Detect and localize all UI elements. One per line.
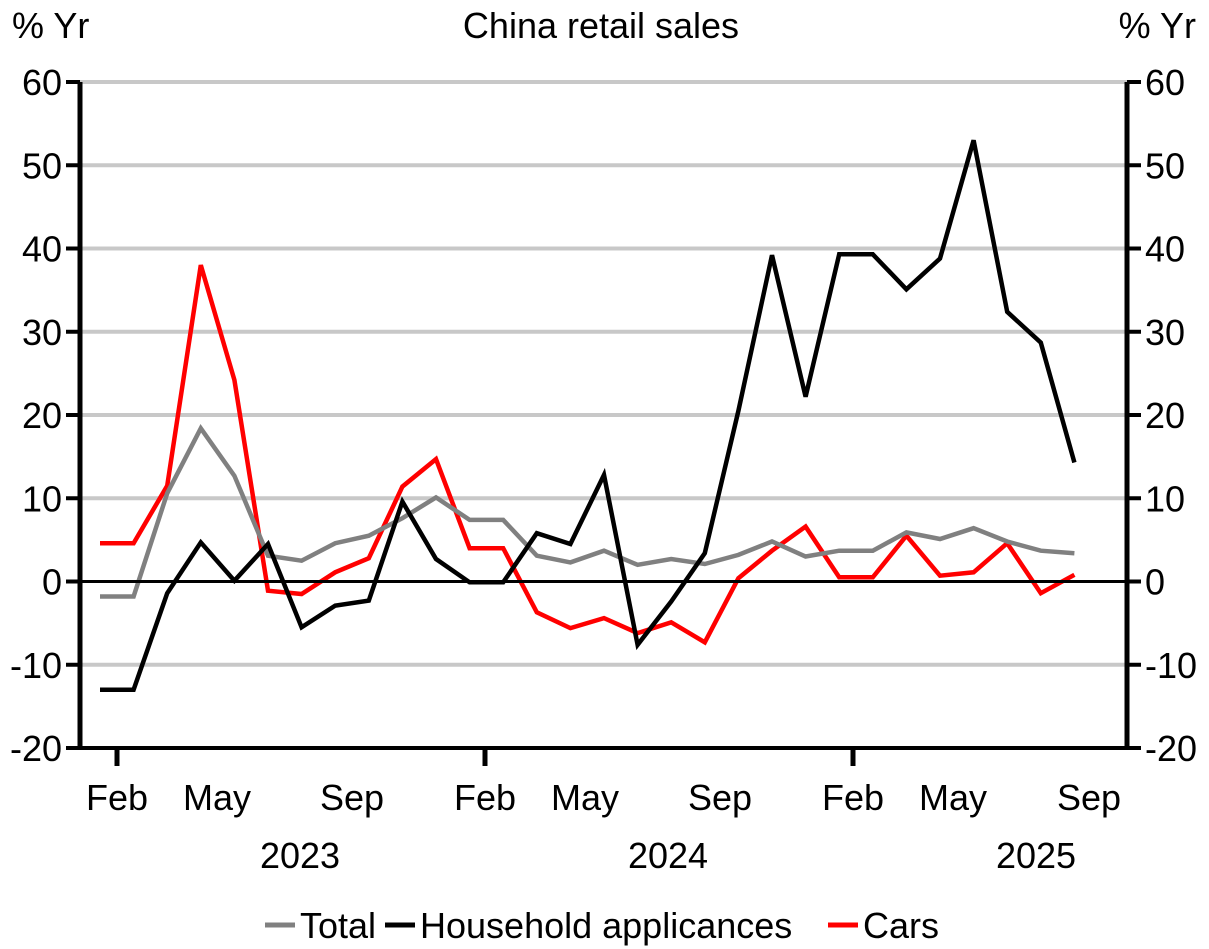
x-tick-label: Feb bbox=[86, 777, 148, 818]
x-tick-label: May bbox=[183, 777, 251, 818]
chart-title: China retail sales bbox=[463, 5, 739, 46]
y-tick-label-left: 0 bbox=[42, 562, 62, 603]
x-tick-label: Feb bbox=[454, 777, 516, 818]
x-tick-label: Sep bbox=[688, 777, 752, 818]
y-tick-label-left: -20 bbox=[10, 728, 62, 769]
y-tick-labels-right: 60 50 40 30 20 10 0 -10 -20 bbox=[1145, 62, 1197, 769]
y-tick-label-left: 30 bbox=[22, 312, 62, 353]
year-label: 2024 bbox=[628, 835, 708, 876]
year-label: 2023 bbox=[260, 835, 340, 876]
x-tick-label: Sep bbox=[1057, 777, 1121, 818]
year-labels: 2023 2024 2025 bbox=[260, 835, 1076, 876]
legend-label-cars: Cars bbox=[863, 905, 939, 946]
y-tick-label-right: 0 bbox=[1145, 562, 1165, 603]
legend-label-total: Total bbox=[300, 905, 376, 946]
y-tick-label-right: 60 bbox=[1145, 62, 1185, 103]
x-tick-label: Sep bbox=[320, 777, 384, 818]
x-tick-label: Feb bbox=[822, 777, 884, 818]
y-tick-label-right: 50 bbox=[1145, 145, 1185, 186]
y-tick-label-left: 40 bbox=[22, 229, 62, 270]
y-tick-label-left: 60 bbox=[22, 62, 62, 103]
y-tick-label-right: 20 bbox=[1145, 395, 1185, 436]
y-axis-left-label: % Yr bbox=[12, 5, 89, 46]
y-tick-label-right: -10 bbox=[1145, 645, 1197, 686]
series-line-household-applicances bbox=[100, 139, 1077, 692]
x-tick-label: May bbox=[551, 777, 619, 818]
legend: Total Household applicances Cars bbox=[265, 905, 939, 946]
year-label: 2025 bbox=[996, 835, 1076, 876]
y-axis-right-label: % Yr bbox=[1119, 5, 1196, 46]
series-line-cars bbox=[100, 264, 1076, 646]
y-tick-label-left: -10 bbox=[10, 645, 62, 686]
y-tick-label-left: 50 bbox=[22, 145, 62, 186]
y-tick-label-right: 40 bbox=[1145, 229, 1185, 270]
y-tick-label-left: 20 bbox=[22, 395, 62, 436]
x-tick-labels: Feb May Sep Feb May Sep Feb May Sep bbox=[86, 777, 1121, 818]
legend-label-household-applicances: Household applicances bbox=[420, 905, 792, 946]
series-line-total bbox=[100, 423, 1075, 599]
y-tick-label-left: 10 bbox=[22, 478, 62, 519]
y-tick-label-right: 10 bbox=[1145, 478, 1185, 519]
axes bbox=[66, 80, 1141, 766]
y-tick-labels-left: 60 50 40 30 20 10 0 -10 -20 bbox=[10, 62, 62, 769]
y-tick-label-right: -20 bbox=[1145, 728, 1197, 769]
x-tick-label: May bbox=[919, 777, 987, 818]
y-tick-label-right: 30 bbox=[1145, 312, 1185, 353]
series-lines bbox=[100, 139, 1077, 692]
